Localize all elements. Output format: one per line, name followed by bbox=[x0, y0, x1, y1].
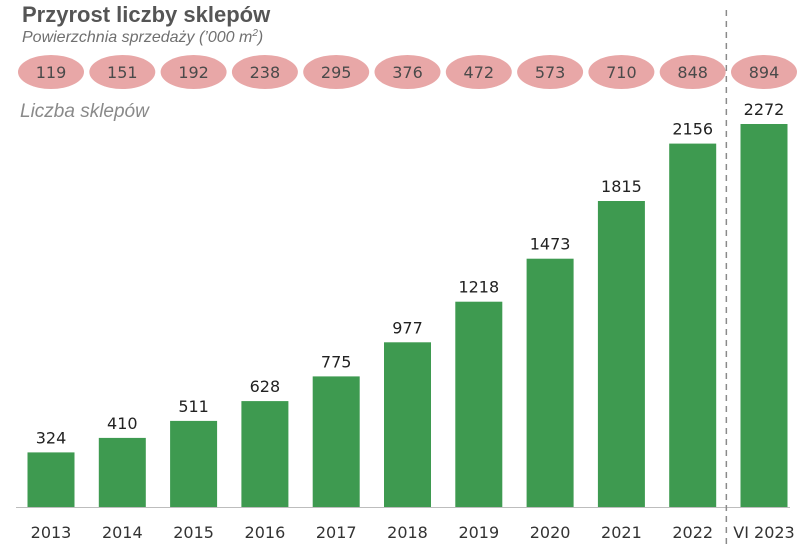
sales-area-oval bbox=[160, 55, 227, 89]
sales-area-value: 472 bbox=[464, 63, 495, 82]
sales-area-value: 151 bbox=[107, 63, 138, 82]
bar bbox=[27, 452, 75, 507]
sales-area-oval bbox=[731, 55, 797, 89]
bar-value-label: 2272 bbox=[744, 100, 785, 119]
bar bbox=[597, 201, 645, 507]
x-tick-label: 2018 bbox=[387, 523, 428, 542]
chart-subtitle: Powierzchnia sprzedaży (’000 m2) bbox=[22, 28, 263, 46]
bar-value-label: 1815 bbox=[601, 177, 642, 196]
bar bbox=[526, 258, 574, 507]
x-tick-label: 2015 bbox=[173, 523, 214, 542]
bar bbox=[455, 301, 503, 507]
x-tick-label: 2020 bbox=[530, 523, 571, 542]
bar bbox=[740, 124, 788, 507]
x-tick-label: VI 2023 bbox=[733, 523, 794, 542]
sales-area-oval bbox=[659, 55, 726, 89]
subtitle-superscript: 2 bbox=[251, 28, 258, 39]
bar bbox=[98, 437, 146, 507]
bar-value-label: 628 bbox=[250, 377, 281, 396]
sales-area-oval bbox=[445, 55, 512, 89]
sales-area-oval bbox=[231, 55, 298, 89]
sales-area-value: 192 bbox=[178, 63, 209, 82]
sales-area-value: 848 bbox=[677, 63, 708, 82]
x-tick-label: 2021 bbox=[601, 523, 642, 542]
sales-area-oval bbox=[18, 55, 84, 89]
sales-area-value: 238 bbox=[250, 63, 281, 82]
sales-area-value: 295 bbox=[321, 63, 352, 82]
bar-value-label: 1218 bbox=[458, 278, 499, 297]
sales-area-oval bbox=[89, 55, 156, 89]
bar-value-label: 2156 bbox=[672, 120, 713, 139]
sales-area-oval bbox=[517, 55, 584, 89]
sales-area-value: 119 bbox=[36, 63, 67, 82]
bar bbox=[170, 420, 218, 507]
x-tick-label: 2019 bbox=[458, 523, 499, 542]
subtitle-suffix: ) bbox=[256, 29, 263, 46]
x-tick-label: 2017 bbox=[316, 523, 357, 542]
bar-value-label: 775 bbox=[321, 352, 352, 371]
x-axis-tick-labels: 2013 2014 2015 2016 2017 2018 2019 2020 2021 2022… bbox=[31, 523, 795, 542]
bar-value-label: 410 bbox=[107, 414, 138, 433]
sales-area-value: 710 bbox=[606, 63, 637, 82]
sales-area-oval bbox=[588, 55, 655, 89]
sales-area-row: 119 151 192 238 295 376 472 573 710 848 894 bbox=[18, 55, 797, 89]
chart-title: Przyrost liczby sklepów bbox=[22, 2, 271, 27]
bar-value-labels: 324 410 511 628 775 977 1218 1473 1815 2156 2272 bbox=[36, 100, 785, 447]
series-label: Liczba sklepów bbox=[20, 101, 150, 122]
bar-value-label: 977 bbox=[392, 318, 423, 337]
bar bbox=[312, 376, 360, 507]
x-tick-label: 2022 bbox=[672, 523, 713, 542]
sales-area-oval bbox=[303, 55, 370, 89]
x-tick-label: 2013 bbox=[31, 523, 72, 542]
bar bbox=[384, 342, 431, 507]
sales-area-value: 376 bbox=[392, 63, 423, 82]
x-tick-label: 2014 bbox=[102, 523, 143, 542]
bar-value-label: 324 bbox=[36, 428, 67, 447]
bar-value-label: 511 bbox=[178, 397, 209, 416]
sales-area-oval bbox=[374, 55, 441, 89]
bar-series bbox=[27, 124, 788, 507]
sales-area-value: 894 bbox=[749, 63, 780, 82]
bar-value-label: 1473 bbox=[530, 235, 571, 254]
bar bbox=[669, 143, 717, 507]
sales-area-value: 573 bbox=[535, 63, 566, 82]
bar bbox=[241, 401, 289, 507]
subtitle-text: Powierzchnia sprzedaży (’000 m bbox=[22, 29, 252, 46]
x-tick-label: 2016 bbox=[245, 523, 286, 542]
